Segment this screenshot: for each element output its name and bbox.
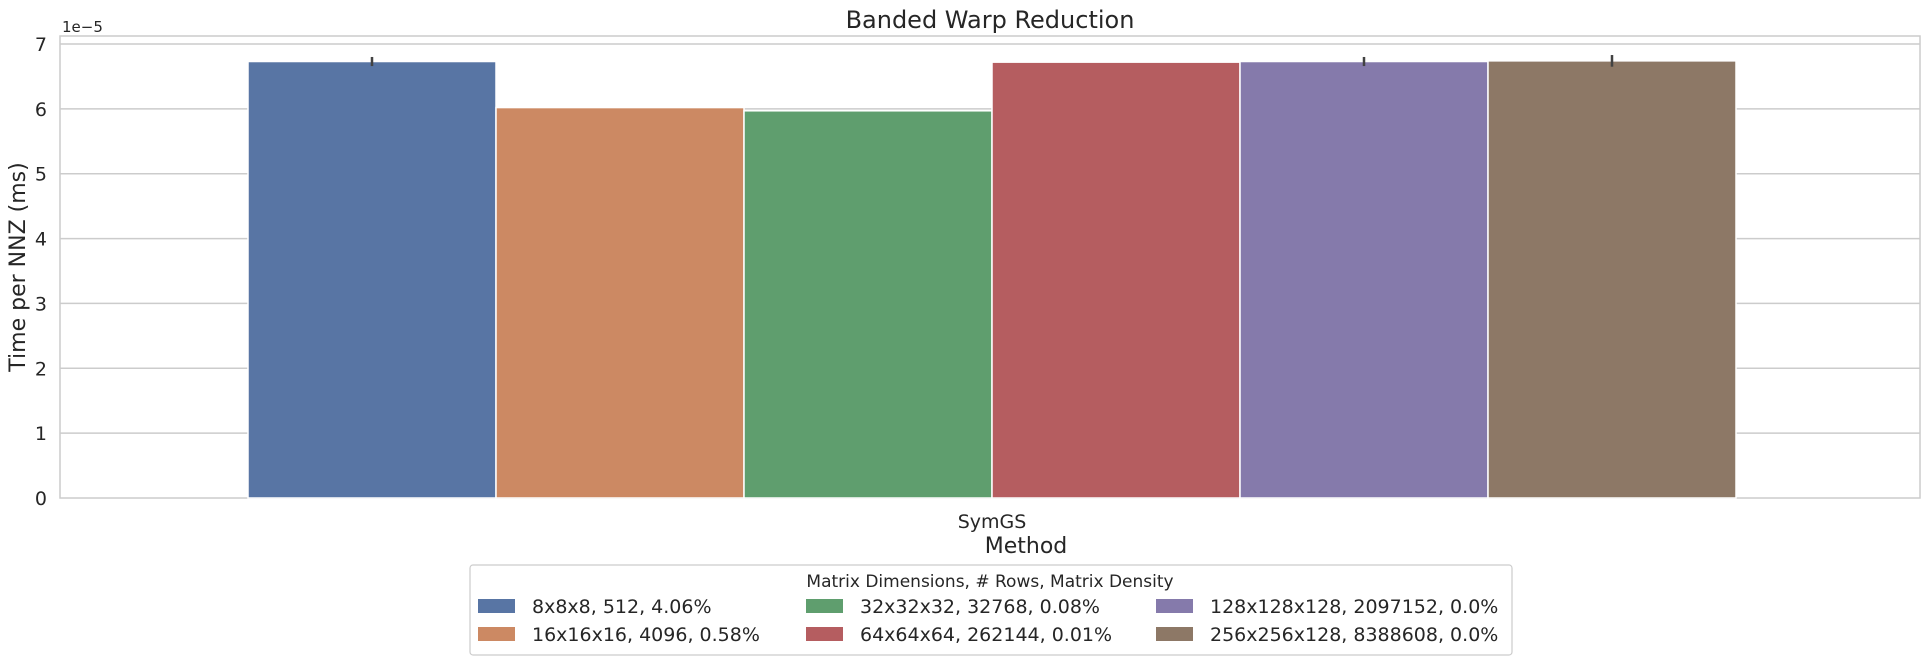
legend-label-6: 256x256x128, 8388608, 0.0% xyxy=(1210,624,1498,646)
y-axis-label: Time per NNZ (ms) xyxy=(6,162,31,372)
y-tick-label: 7 xyxy=(35,34,47,56)
legend-label-4: 64x64x64, 262144, 0.01% xyxy=(860,624,1112,646)
legend-label-3: 32x32x32, 32768, 0.08% xyxy=(860,596,1100,618)
y-tick-label: 4 xyxy=(35,229,47,251)
bar-4 xyxy=(991,61,1241,499)
y-tick-label: 1 xyxy=(35,423,47,445)
bar-1 xyxy=(247,60,497,499)
x-axis-label: Method xyxy=(985,534,1068,559)
legend-label-5: 128x128x128, 2097152, 0.0% xyxy=(1210,596,1498,618)
legend-swatch-5 xyxy=(1156,599,1193,613)
legend-label-1: 8x8x8, 512, 4.06% xyxy=(532,596,712,618)
legend-items: 8x8x8, 512, 4.06% 16x16x16, 4096, 0.58% 32… xyxy=(478,596,1498,646)
legend-title: Matrix Dimensions, # Rows, Matrix Densit… xyxy=(806,572,1173,592)
x-tick-labels: SymGS xyxy=(958,511,1027,533)
legend-swatch-4 xyxy=(806,627,843,641)
y-tick-label: 3 xyxy=(35,293,47,315)
y-scale-label: 1e−5 xyxy=(62,18,103,36)
bar-2 xyxy=(495,106,745,499)
bar-6 xyxy=(1487,60,1737,499)
y-tick-label: 6 xyxy=(35,99,47,121)
y-tick-labels: 0 1 2 3 4 5 6 7 xyxy=(35,34,47,510)
legend-swatch-6 xyxy=(1156,627,1193,641)
y-tick-label: 2 xyxy=(35,358,47,380)
x-tick-label: SymGS xyxy=(958,511,1027,533)
chart-title: Banded Warp Reduction xyxy=(846,6,1135,34)
legend: Matrix Dimensions, # Rows, Matrix Densit… xyxy=(469,564,1513,656)
bars xyxy=(247,55,1737,499)
y-tick-label: 0 xyxy=(35,488,47,510)
bar-3 xyxy=(743,110,993,499)
legend-box xyxy=(469,564,1513,656)
legend-label-2: 16x16x16, 4096, 0.58% xyxy=(532,624,760,646)
legend-swatch-1 xyxy=(478,599,515,613)
bar-5 xyxy=(1239,60,1489,499)
legend-swatch-3 xyxy=(806,599,843,613)
y-tick-label: 5 xyxy=(35,164,47,186)
legend-swatch-2 xyxy=(478,627,515,641)
